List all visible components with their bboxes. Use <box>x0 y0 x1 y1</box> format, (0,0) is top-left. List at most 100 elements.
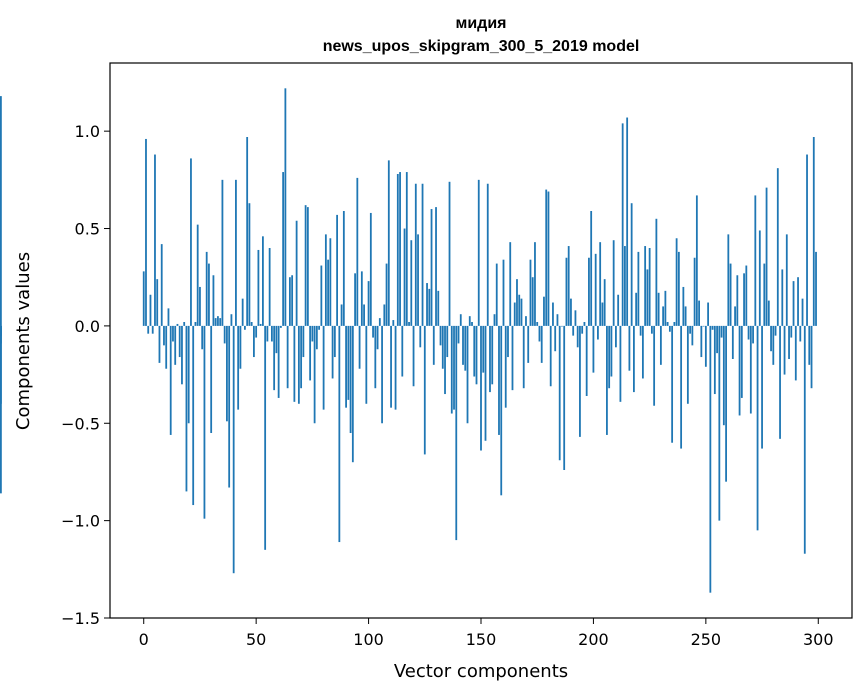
bar <box>248 203 251 326</box>
bar <box>230 314 233 326</box>
bar <box>306 207 309 326</box>
bar <box>545 189 548 326</box>
bar <box>345 325 347 408</box>
bar <box>268 248 271 326</box>
bar <box>489 325 491 393</box>
bar <box>275 325 278 354</box>
bar <box>790 325 793 338</box>
bar <box>174 325 177 365</box>
bar <box>354 273 356 326</box>
bar <box>736 275 739 326</box>
bar <box>617 294 620 326</box>
bar <box>725 325 727 482</box>
bar <box>480 325 482 451</box>
bar <box>246 137 249 326</box>
bar <box>428 288 431 326</box>
bar <box>462 325 464 365</box>
x-tick-label: 300 <box>803 630 834 649</box>
bar <box>668 325 671 332</box>
x-tick-label: 100 <box>353 630 384 649</box>
bar <box>412 325 415 387</box>
bar <box>284 88 287 326</box>
bar <box>567 246 570 326</box>
bar <box>253 325 255 358</box>
bar <box>270 325 273 342</box>
bar <box>288 277 291 326</box>
bar <box>740 325 743 398</box>
bar <box>765 187 768 326</box>
bar <box>772 325 775 365</box>
bar <box>648 248 651 326</box>
bar <box>329 238 332 326</box>
bar <box>459 314 462 326</box>
bar <box>410 240 413 326</box>
x-tick-label: 200 <box>578 630 609 649</box>
bar <box>372 325 374 338</box>
bar <box>799 325 802 342</box>
bar <box>426 283 428 326</box>
bar <box>212 275 215 326</box>
bar <box>585 325 588 396</box>
bar <box>520 298 523 326</box>
bar <box>471 322 473 326</box>
bar <box>756 325 759 531</box>
bar <box>435 207 437 326</box>
bar <box>495 263 498 326</box>
bar <box>662 306 665 326</box>
bar <box>399 172 401 326</box>
bar <box>333 325 336 358</box>
bar <box>522 325 525 389</box>
bar <box>444 325 446 395</box>
bar <box>163 325 165 346</box>
bar <box>691 325 694 346</box>
bar <box>320 265 323 326</box>
bar <box>414 183 417 326</box>
bar <box>792 281 795 326</box>
bar <box>700 325 703 358</box>
bar <box>455 325 458 541</box>
bar <box>336 214 338 326</box>
bar <box>264 325 267 550</box>
bar <box>363 304 365 326</box>
bar <box>641 325 644 379</box>
bar <box>702 325 705 327</box>
bar <box>158 325 161 363</box>
y-tick-label: 1.0 <box>75 122 100 141</box>
bar <box>536 322 539 326</box>
bar <box>210 325 213 433</box>
bar <box>385 263 388 326</box>
bar <box>720 325 723 338</box>
bar <box>507 325 509 358</box>
bar <box>277 325 280 398</box>
bar <box>369 212 372 326</box>
bar <box>639 325 642 336</box>
bar <box>493 314 496 326</box>
bar <box>169 325 172 435</box>
bar <box>318 325 321 330</box>
bar <box>576 325 579 348</box>
bar <box>754 195 757 326</box>
bar <box>349 325 352 433</box>
bar <box>603 279 606 326</box>
bar <box>810 325 813 389</box>
bar <box>716 325 718 354</box>
bar <box>682 286 685 326</box>
bar <box>738 325 741 416</box>
bar <box>484 325 487 441</box>
bar <box>558 325 561 461</box>
bar <box>711 325 714 330</box>
bar <box>205 251 208 326</box>
bar <box>432 325 435 365</box>
bar <box>228 325 231 488</box>
bar <box>684 306 687 326</box>
bar <box>208 263 210 326</box>
bar <box>439 325 442 346</box>
bar <box>572 325 575 336</box>
plot-frame <box>109 62 853 619</box>
bar <box>201 325 204 350</box>
bar <box>482 325 485 373</box>
bar <box>590 211 593 326</box>
bar <box>561 325 563 327</box>
bar <box>217 316 219 326</box>
bar <box>718 325 721 521</box>
